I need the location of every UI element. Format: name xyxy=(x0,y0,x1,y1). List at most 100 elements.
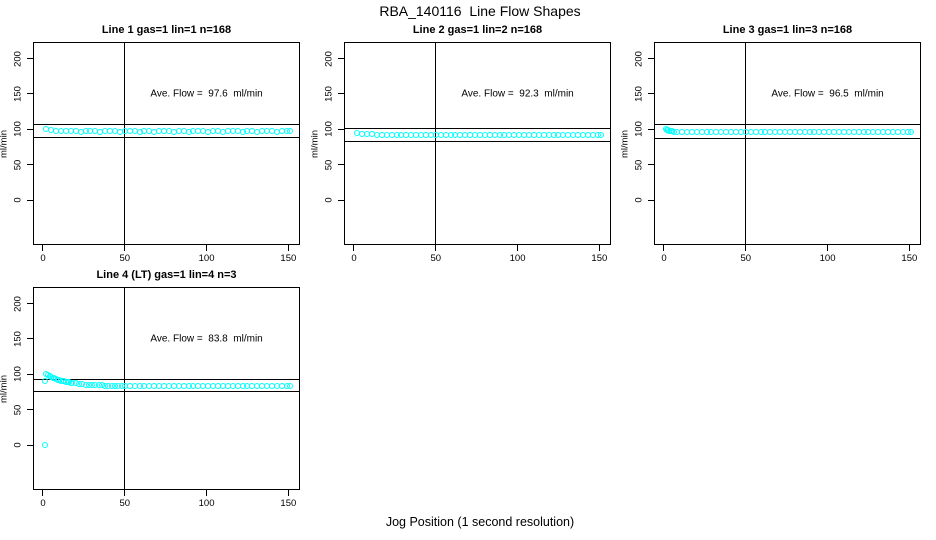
x-tick-label: 0 xyxy=(40,253,46,264)
x-axis-title: Jog Position (1 second resolution) xyxy=(385,515,575,529)
reference-hline xyxy=(655,124,920,126)
y-tick-mark xyxy=(27,338,34,340)
y-tick-mark xyxy=(27,373,34,375)
subplot-line-4-title: Line 4 (LT) gas=1 lin=4 n=3 xyxy=(96,269,237,281)
y-tick-label: 200 xyxy=(633,50,645,67)
y-axis-label: ml/min xyxy=(309,129,321,158)
x-tick-label: 50 xyxy=(740,253,752,264)
y-tick-mark xyxy=(648,58,655,60)
y-tick-mark xyxy=(338,93,345,95)
x-tick-mark xyxy=(124,489,126,496)
y-tick-mark xyxy=(27,303,34,305)
x-tick-mark xyxy=(206,244,208,251)
data-point xyxy=(908,128,914,135)
x-tick-label: 100 xyxy=(198,253,215,264)
y-tick-label: 0 xyxy=(12,442,24,448)
subplot-line-3: Line 3 gas=1 lin=3 n=168 0 50 100 150 200 0 50… xyxy=(620,24,921,264)
y-tick-mark xyxy=(648,93,655,95)
reference-hline xyxy=(655,138,920,140)
x-tick-mark xyxy=(435,244,437,251)
x-tick-mark xyxy=(287,244,289,251)
reference-vline xyxy=(435,43,437,244)
y-tick-label: 0 xyxy=(12,197,24,203)
x-tick-mark xyxy=(745,244,747,251)
reference-hline xyxy=(34,391,299,393)
x-tick-label: 100 xyxy=(198,498,215,509)
y-axis-label: ml/min xyxy=(619,129,631,158)
y-tick-label: 200 xyxy=(12,295,24,312)
y-tick-mark xyxy=(27,409,34,411)
y-tick-mark xyxy=(338,164,345,166)
subplot-line-1-title: Line 1 gas=1 lin=1 n=168 xyxy=(101,24,232,36)
subplot-line-3-plot-area: 0 50 100 150 200 0 50 100 150 ml/min Ave. Flow = 9… xyxy=(620,42,921,264)
y-tick-mark xyxy=(27,164,34,166)
x-tick-mark xyxy=(353,244,355,251)
data-point xyxy=(287,128,293,135)
y-tick-label: 100 xyxy=(12,366,24,383)
data-point xyxy=(41,442,48,449)
y-tick-mark xyxy=(27,58,34,60)
y-tick-label: 150 xyxy=(323,86,335,102)
y-tick-label: 0 xyxy=(633,197,645,203)
subplot-line-2: Line 2 gas=1 lin=2 n=168 0 50 100 150 200 0 50… xyxy=(310,24,611,264)
data-point xyxy=(287,383,293,390)
subplot-line-2-ave-flow-label: Ave. Flow = 92.3 ml/min xyxy=(461,88,574,100)
x-tick-mark xyxy=(287,489,289,496)
y-axis-label: ml/min xyxy=(0,374,10,403)
y-tick-label: 200 xyxy=(12,50,24,67)
x-tick-mark xyxy=(908,244,910,251)
reference-hline xyxy=(34,379,299,381)
subplot-line-4: Line 4 (LT) gas=1 lin=4 n=3 0 50 100 150 200… xyxy=(0,269,300,509)
reference-hline xyxy=(34,137,299,139)
reference-hline xyxy=(34,123,299,125)
subplot-line-1-ave-flow-label: Ave. Flow = 97.6 ml/min xyxy=(150,88,263,100)
y-tick-mark xyxy=(27,93,34,95)
x-tick-label: 0 xyxy=(661,253,667,264)
y-axis-label: ml/min xyxy=(0,129,10,158)
x-tick-label: 50 xyxy=(119,498,131,509)
subplot-line-1: Line 1 gas=1 lin=1 n=168 0 50 100 150 200 0 50… xyxy=(0,24,300,264)
x-tick-label: 150 xyxy=(280,253,297,264)
y-tick-mark xyxy=(338,58,345,60)
subplot-line-4-plot-area: 0 50 100 150 200 0 50 100 150 ml/min Ave. Flow = 8… xyxy=(0,287,300,509)
x-tick-mark xyxy=(517,244,519,251)
x-tick-mark xyxy=(206,489,208,496)
x-tick-label: 100 xyxy=(819,253,836,264)
subplot-line-2-plot-area: 0 50 100 150 200 0 50 100 150 ml/min Ave. Flow = 9… xyxy=(310,42,611,264)
x-tick-mark xyxy=(42,244,44,251)
y-tick-label: 50 xyxy=(323,159,335,171)
y-tick-label: 150 xyxy=(12,86,24,102)
y-tick-label: 100 xyxy=(633,121,645,138)
y-tick-mark xyxy=(338,199,345,201)
y-tick-label: 50 xyxy=(12,159,24,171)
subplot-line-2-title: Line 2 gas=1 lin=2 n=168 xyxy=(412,24,543,36)
y-tick-label: 100 xyxy=(323,121,335,138)
y-tick-label: 100 xyxy=(12,121,24,138)
x-tick-mark xyxy=(42,489,44,496)
subplot-line-1-plot-area: 0 50 100 150 200 0 50 100 150 ml/min Ave. Flow = 9… xyxy=(0,42,300,264)
y-tick-mark xyxy=(27,444,34,446)
x-tick-mark xyxy=(598,244,600,251)
subplot-line-3-title: Line 3 gas=1 lin=3 n=168 xyxy=(722,24,853,36)
y-tick-label: 50 xyxy=(633,159,645,171)
x-tick-label: 150 xyxy=(591,253,608,264)
y-tick-label: 200 xyxy=(323,50,335,67)
x-tick-label: 50 xyxy=(430,253,442,264)
x-tick-label: 0 xyxy=(351,253,357,264)
y-tick-label: 50 xyxy=(12,404,24,416)
x-tick-label: 150 xyxy=(901,253,918,264)
x-tick-label: 100 xyxy=(509,253,526,264)
x-tick-mark xyxy=(663,244,665,251)
y-tick-mark xyxy=(648,164,655,166)
data-point xyxy=(598,132,604,139)
y-tick-label: 150 xyxy=(633,86,645,102)
x-tick-label: 50 xyxy=(119,253,131,264)
reference-hline xyxy=(345,140,610,142)
data-point xyxy=(41,378,48,385)
x-tick-mark xyxy=(827,244,829,251)
reference-vline xyxy=(124,43,126,244)
x-tick-label: 150 xyxy=(280,498,297,509)
y-tick-label: 150 xyxy=(12,331,24,347)
y-tick-label: 0 xyxy=(323,197,335,203)
